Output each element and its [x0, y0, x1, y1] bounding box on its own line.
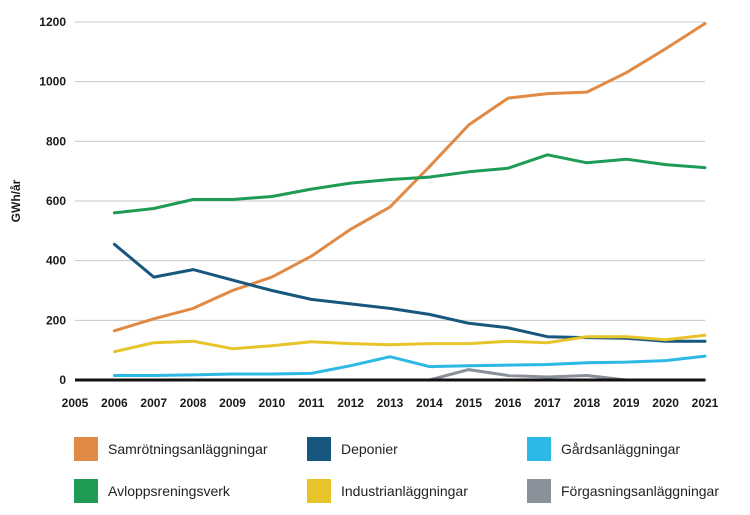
y-tick-label: 1200 — [39, 15, 66, 29]
x-tick-label: 2016 — [495, 396, 522, 410]
x-tick-label: 2010 — [259, 396, 286, 410]
legend-item-samrotning: Samrötningsanläggningar — [74, 437, 268, 461]
legend-swatch-samrotning — [74, 437, 98, 461]
x-tick-label: 2006 — [101, 396, 128, 410]
y-tick-labels: 0 200 400 600 800 1000 1200 — [39, 15, 66, 387]
y-tick-label: 0 — [59, 373, 66, 387]
x-tick-label: 2019 — [613, 396, 640, 410]
legend-item-avloppsreningsverk: Avloppsreningsverk — [74, 479, 230, 503]
x-tick-labels: 2005 2006 2007 2008 2009 2010 2011 2012 2013 2014… — [62, 396, 719, 410]
legend-swatch-deponier — [307, 437, 331, 461]
y-tick-label: 600 — [46, 194, 66, 208]
legend-item-forgasningsanlaggningar: Förgasningsanläggningar — [527, 479, 719, 503]
legend-swatch-gardsanlaggningar — [527, 437, 551, 461]
legend-label-forgasningsanlaggningar: Förgasningsanläggningar — [561, 483, 719, 499]
x-tick-label: 2007 — [140, 396, 167, 410]
y-tick-label: 400 — [46, 254, 66, 268]
x-tick-label: 2014 — [416, 396, 443, 410]
x-tick-label: 2009 — [219, 396, 246, 410]
series-line-1 — [112, 242, 707, 343]
series-line-0 — [112, 22, 707, 333]
legend-swatch-industrianlaggningar — [307, 479, 331, 503]
x-tick-label: 2015 — [455, 396, 482, 410]
x-tick-label: 2011 — [298, 396, 324, 410]
legend-label-samrotning: Samrötningsanläggningar — [108, 441, 268, 457]
legend-label-avloppsreningsverk: Avloppsreningsverk — [108, 483, 230, 499]
legend-swatch-avloppsreningsverk — [74, 479, 98, 503]
legend-label-industrianlaggningar: Industrianläggningar — [341, 483, 468, 499]
y-tick-label: 200 — [46, 313, 66, 327]
y-axis-label: GWh/år — [9, 179, 23, 222]
x-tick-label: 2013 — [377, 396, 404, 410]
legend-item-industrianlaggningar: Industrianläggningar — [307, 479, 468, 503]
x-tick-label: 2017 — [534, 396, 561, 410]
y-tick-label: 1000 — [39, 75, 66, 89]
series-line-2 — [112, 354, 707, 377]
legend-label-gardsanlaggningar: Gårdsanläggningar — [561, 441, 681, 457]
x-tick-label: 2018 — [574, 396, 601, 410]
x-tick-label: 2008 — [180, 396, 207, 410]
x-tick-label: 2005 — [62, 396, 89, 410]
series-line-3 — [112, 153, 707, 215]
x-tick-label: 2020 — [652, 396, 679, 410]
legend-label-deponier: Deponier — [341, 441, 398, 457]
legend-item-gardsanlaggningar: Gårdsanläggningar — [527, 437, 680, 461]
legend: Samrötningsanläggningar Deponier Gårdsan… — [0, 425, 750, 515]
x-tick-label: 2021 — [692, 396, 719, 410]
legend-swatch-forgasningsanlaggningar — [527, 479, 551, 503]
y-tick-label: 800 — [46, 134, 66, 148]
legend-item-deponier: Deponier — [307, 437, 398, 461]
series-lines — [112, 22, 707, 382]
series-line-4 — [112, 333, 707, 354]
x-tick-label: 2012 — [337, 396, 364, 410]
